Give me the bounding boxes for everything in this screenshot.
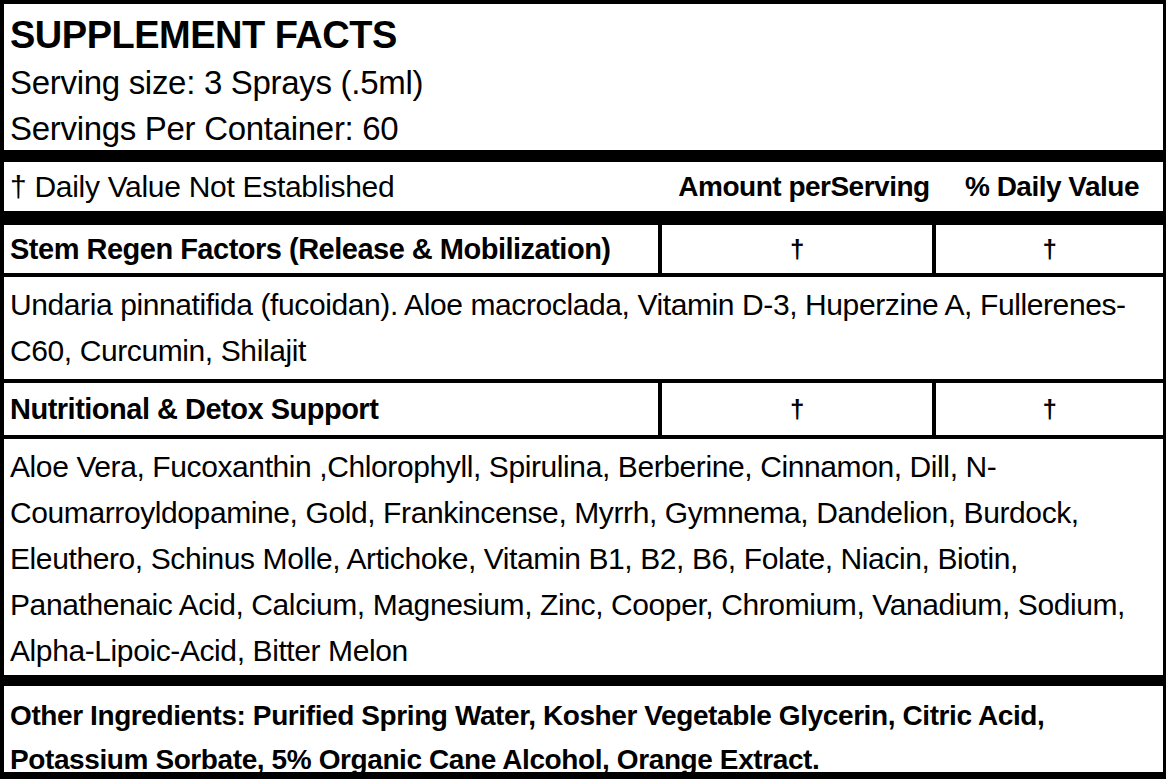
table-row-nutritional-detox: Nutritional & Detox Support † † — [4, 383, 1163, 439]
label-title: SUPPLEMENT FACTS — [10, 10, 1155, 60]
column-header-row: † Daily Value Not Established Amount per… — [4, 162, 1163, 211]
column-header-daily-value: % Daily Value — [941, 171, 1163, 203]
row-description-nutritional-detox: Aloe Vera, Fucoxanthin ,Chlorophyll, Spi… — [4, 439, 1163, 675]
row-amount-stem-regen: † — [662, 225, 936, 273]
row-description-stem-regen: Undaria pinnatifida (fucoidan). Aloe mac… — [4, 277, 1163, 383]
supplement-facts-label: SUPPLEMENT FACTS Serving size: 3 Sprays … — [0, 0, 1166, 779]
serving-size: Serving size: 3 Sprays (.5ml) — [10, 60, 1155, 106]
thick-divider-bottom — [4, 675, 1163, 686]
table-row-stem-regen: Stem Regen Factors (Release & Mobilizati… — [4, 225, 1163, 277]
servings-per-container: Servings Per Container: 60 — [10, 106, 1155, 152]
daily-value-footnote: † Daily Value Not Established — [4, 170, 667, 204]
column-header-amount: Amount perServing — [667, 171, 941, 203]
other-ingredients: Other Ingredients: Purified Spring Water… — [4, 686, 1163, 779]
label-header: SUPPLEMENT FACTS Serving size: 3 Sprays … — [4, 4, 1163, 150]
row-name-stem-regen: Stem Regen Factors (Release & Mobilizati… — [4, 225, 662, 273]
row-daily-value-nutritional-detox: † — [936, 383, 1163, 435]
row-daily-value-stem-regen: † — [936, 225, 1163, 273]
row-name-nutritional-detox: Nutritional & Detox Support — [4, 383, 662, 435]
thick-divider-header — [4, 211, 1163, 225]
row-amount-nutritional-detox: † — [662, 383, 936, 435]
